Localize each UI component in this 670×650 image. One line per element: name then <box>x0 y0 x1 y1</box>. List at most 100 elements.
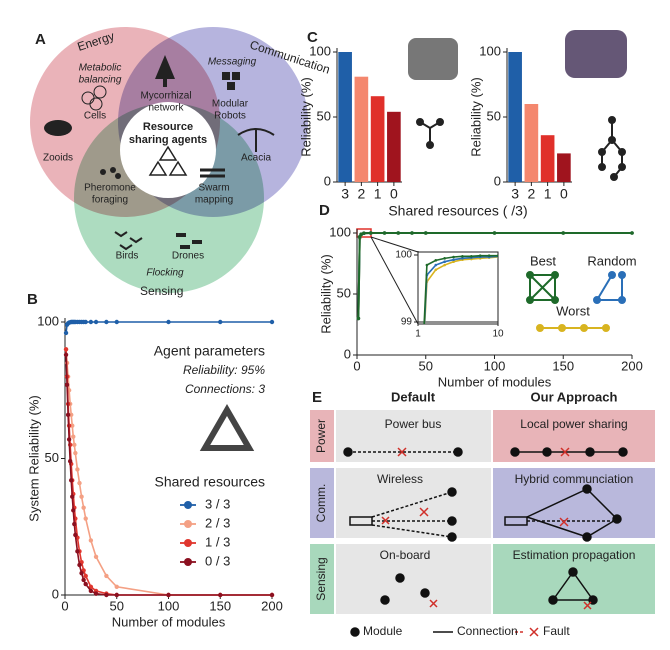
bar <box>338 52 352 182</box>
data-point <box>70 423 75 428</box>
y-tick-label: 99 <box>401 317 413 328</box>
series-line <box>65 354 272 596</box>
legend-label: 2 / 3 <box>205 515 230 530</box>
set-theme: Messaging <box>208 57 257 68</box>
data-point <box>356 316 361 321</box>
example: Birds <box>116 251 139 262</box>
annotation: Agent parameters <box>154 343 265 359</box>
data-point <box>492 231 497 235</box>
cell: On-board <box>380 548 431 562</box>
x-tick-label: 150 <box>552 358 574 373</box>
set-name: Sensing <box>140 284 183 298</box>
series-line <box>423 255 498 324</box>
y-tick-label: 0 <box>344 346 351 361</box>
data-point <box>434 268 438 272</box>
bar <box>508 52 522 182</box>
y-tick-label: 100 <box>37 313 59 328</box>
series-group <box>423 254 498 324</box>
center-circle <box>120 102 216 198</box>
data-point <box>72 521 77 527</box>
x-tick-label: 0 <box>353 358 360 373</box>
data-point <box>75 467 80 472</box>
legend-label: 3 / 3 <box>205 496 230 511</box>
y-tick-label: 50 <box>45 450 59 465</box>
data-point <box>88 319 94 325</box>
data-point <box>218 319 223 325</box>
data-point <box>410 231 414 235</box>
row-header: Comm. <box>314 484 328 523</box>
y-tick-label: 0 <box>494 173 501 188</box>
center-label: sharing agents <box>129 134 207 146</box>
data-point <box>77 480 82 486</box>
data-point <box>81 577 86 583</box>
legend-label: 1 / 3 <box>205 534 230 549</box>
data-point <box>72 442 77 448</box>
panel-label: C <box>307 29 318 46</box>
legend-swatch <box>184 520 192 528</box>
x-tick-label: 1 <box>415 329 421 340</box>
data-point <box>461 257 464 260</box>
data-point <box>79 494 84 499</box>
data-point <box>93 554 99 559</box>
x-tick-label: 2 <box>357 186 365 202</box>
data-point <box>83 319 88 325</box>
x-tick-label: 0 <box>61 598 68 613</box>
data-point <box>81 505 86 510</box>
cell: Local power sharing <box>520 417 627 431</box>
x-tick-label: 0 <box>560 186 568 202</box>
data-point <box>114 592 119 598</box>
set-theme: Metabolic <box>79 63 122 74</box>
x-tick-label: 1 <box>374 186 382 202</box>
legend-label: Random <box>587 253 636 268</box>
panel-label: B <box>27 291 38 308</box>
annotation: Reliability: 95% <box>183 363 265 377</box>
data-point <box>487 254 491 257</box>
data-point <box>114 584 119 590</box>
photo <box>565 30 627 78</box>
series-line <box>423 254 498 324</box>
legend-title: Shared resources <box>154 474 265 490</box>
data-point <box>104 319 109 325</box>
data-point <box>69 412 74 418</box>
cell: Hybrid communciation <box>515 472 634 486</box>
bar <box>370 96 385 182</box>
data-point <box>269 319 275 325</box>
data-point <box>396 231 401 235</box>
x-tick-label: 150 <box>209 598 231 613</box>
data-point <box>478 254 482 257</box>
y-tick-label: 0 <box>324 173 331 188</box>
example: Drones <box>172 251 204 262</box>
example: Zooids <box>43 153 73 164</box>
data-point <box>79 570 84 576</box>
data-point <box>218 592 223 598</box>
data-point <box>425 263 429 267</box>
legend-swatch <box>184 539 192 547</box>
y-axis-label: Reliability (%) <box>298 77 313 156</box>
data-point <box>88 588 94 594</box>
example-icons <box>44 55 275 251</box>
bar <box>387 111 401 182</box>
data-point <box>69 478 74 483</box>
y-axis-label: System Reliability (%) <box>26 395 41 521</box>
data-point <box>75 549 80 554</box>
inset-frame <box>417 251 499 325</box>
data-point <box>362 231 366 235</box>
data-point <box>461 255 464 258</box>
x-tick-label: 1 <box>544 186 552 202</box>
bar <box>524 104 539 182</box>
example: Mycorrhizal <box>140 91 191 102</box>
legend-label: Best <box>530 253 556 268</box>
legend-label: Connection <box>457 624 518 638</box>
data-point <box>63 330 69 336</box>
zoom-line <box>370 236 419 325</box>
data-point <box>77 562 82 568</box>
graph-icon <box>416 116 626 181</box>
data-point <box>452 260 455 264</box>
column-header: Default <box>391 389 436 404</box>
data-point <box>443 263 446 267</box>
center-label: Resource <box>143 121 193 133</box>
bar <box>354 76 369 182</box>
series-group <box>63 319 275 598</box>
y-tick-label: 100 <box>309 43 331 58</box>
